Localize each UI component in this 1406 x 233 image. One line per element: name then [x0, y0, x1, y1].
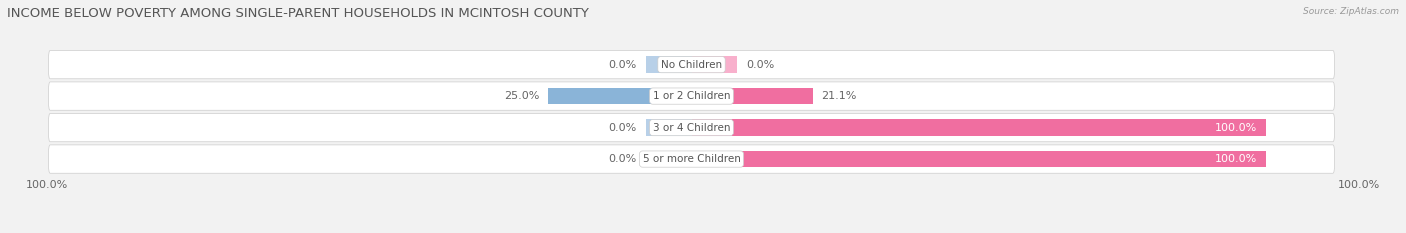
Bar	[548, 88, 692, 104]
Text: No Children: No Children	[661, 60, 723, 70]
Text: 5 or more Children: 5 or more Children	[643, 154, 741, 164]
Text: Source: ZipAtlas.com: Source: ZipAtlas.com	[1303, 7, 1399, 16]
Bar	[645, 119, 692, 136]
Bar	[692, 151, 1265, 167]
Text: 0.0%: 0.0%	[747, 60, 775, 70]
Text: 100.0%: 100.0%	[1339, 181, 1381, 191]
Text: 0.0%: 0.0%	[609, 60, 637, 70]
Text: 0.0%: 0.0%	[609, 154, 637, 164]
Text: INCOME BELOW POVERTY AMONG SINGLE-PARENT HOUSEHOLDS IN MCINTOSH COUNTY: INCOME BELOW POVERTY AMONG SINGLE-PARENT…	[7, 7, 589, 20]
Text: 25.0%: 25.0%	[503, 91, 540, 101]
FancyBboxPatch shape	[48, 145, 1334, 173]
Bar	[645, 56, 692, 73]
Text: 1 or 2 Children: 1 or 2 Children	[652, 91, 730, 101]
Bar	[645, 151, 692, 167]
Bar	[692, 56, 738, 73]
Text: 0.0%: 0.0%	[609, 123, 637, 133]
Text: 100.0%: 100.0%	[1215, 123, 1257, 133]
FancyBboxPatch shape	[48, 50, 1334, 79]
FancyBboxPatch shape	[48, 82, 1334, 110]
Text: 3 or 4 Children: 3 or 4 Children	[652, 123, 730, 133]
Text: 100.0%: 100.0%	[1215, 154, 1257, 164]
Bar	[692, 119, 1265, 136]
Bar	[692, 88, 813, 104]
Text: 21.1%: 21.1%	[821, 91, 856, 101]
Text: 100.0%: 100.0%	[25, 181, 67, 191]
FancyBboxPatch shape	[48, 113, 1334, 142]
